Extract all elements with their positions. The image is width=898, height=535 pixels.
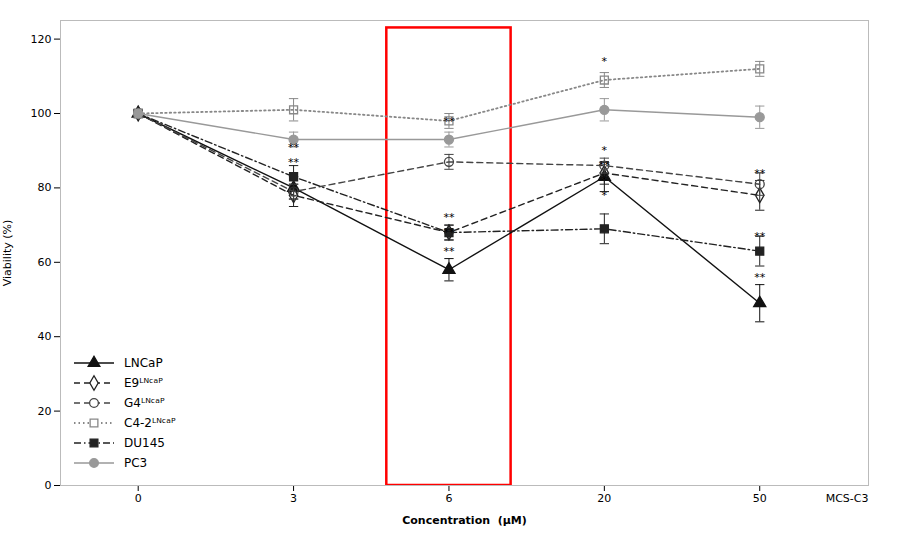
svg-text:*: * <box>602 189 608 202</box>
svg-text:**: ** <box>443 245 455 258</box>
svg-text:E9ᴸᴺᶜᵃᴾ: E9ᴸᴺᶜᵃᴾ <box>124 376 163 390</box>
svg-text:80: 80 <box>38 181 52 194</box>
svg-text:**: ** <box>754 271 766 284</box>
svg-text:MCS-C3: MCS-C3 <box>826 492 869 505</box>
svg-text:DU145: DU145 <box>124 436 165 450</box>
svg-text:40: 40 <box>38 330 52 343</box>
svg-text:**: ** <box>754 167 766 180</box>
svg-text:6: 6 <box>445 492 452 505</box>
svg-text:**: ** <box>754 230 766 243</box>
svg-text:*: * <box>602 55 608 68</box>
svg-text:50: 50 <box>753 492 767 505</box>
svg-text:**: ** <box>599 159 611 172</box>
svg-text:3: 3 <box>290 492 297 505</box>
svg-text:**: ** <box>443 211 455 224</box>
svg-text:**: ** <box>288 141 300 154</box>
svg-text:**: ** <box>443 226 455 239</box>
svg-text:LNCaP: LNCaP <box>124 356 163 370</box>
svg-text:20: 20 <box>597 492 611 505</box>
svg-text:0: 0 <box>45 479 52 492</box>
svg-text:**: ** <box>288 156 300 169</box>
svg-text:100: 100 <box>31 107 52 120</box>
svg-text:**: ** <box>443 115 455 128</box>
svg-text:C4-2ᴸᴺᶜᵃᴾ: C4-2ᴸᴺᶜᵃᴾ <box>124 416 176 430</box>
svg-text:0: 0 <box>135 492 142 505</box>
svg-text:G4ᴸᴺᶜᵃᴾ: G4ᴸᴺᶜᵃᴾ <box>124 396 165 410</box>
svg-text:Concentration (μM): Concentration (μM) <box>402 514 527 527</box>
svg-text:*: * <box>602 174 608 187</box>
svg-text:PC3: PC3 <box>124 456 147 470</box>
svg-text:Viability (%): Viability (%) <box>1 220 14 287</box>
svg-text:60: 60 <box>38 256 52 269</box>
svg-text:*: * <box>602 144 608 157</box>
svg-text:120: 120 <box>31 33 52 46</box>
svg-text:20: 20 <box>38 405 52 418</box>
